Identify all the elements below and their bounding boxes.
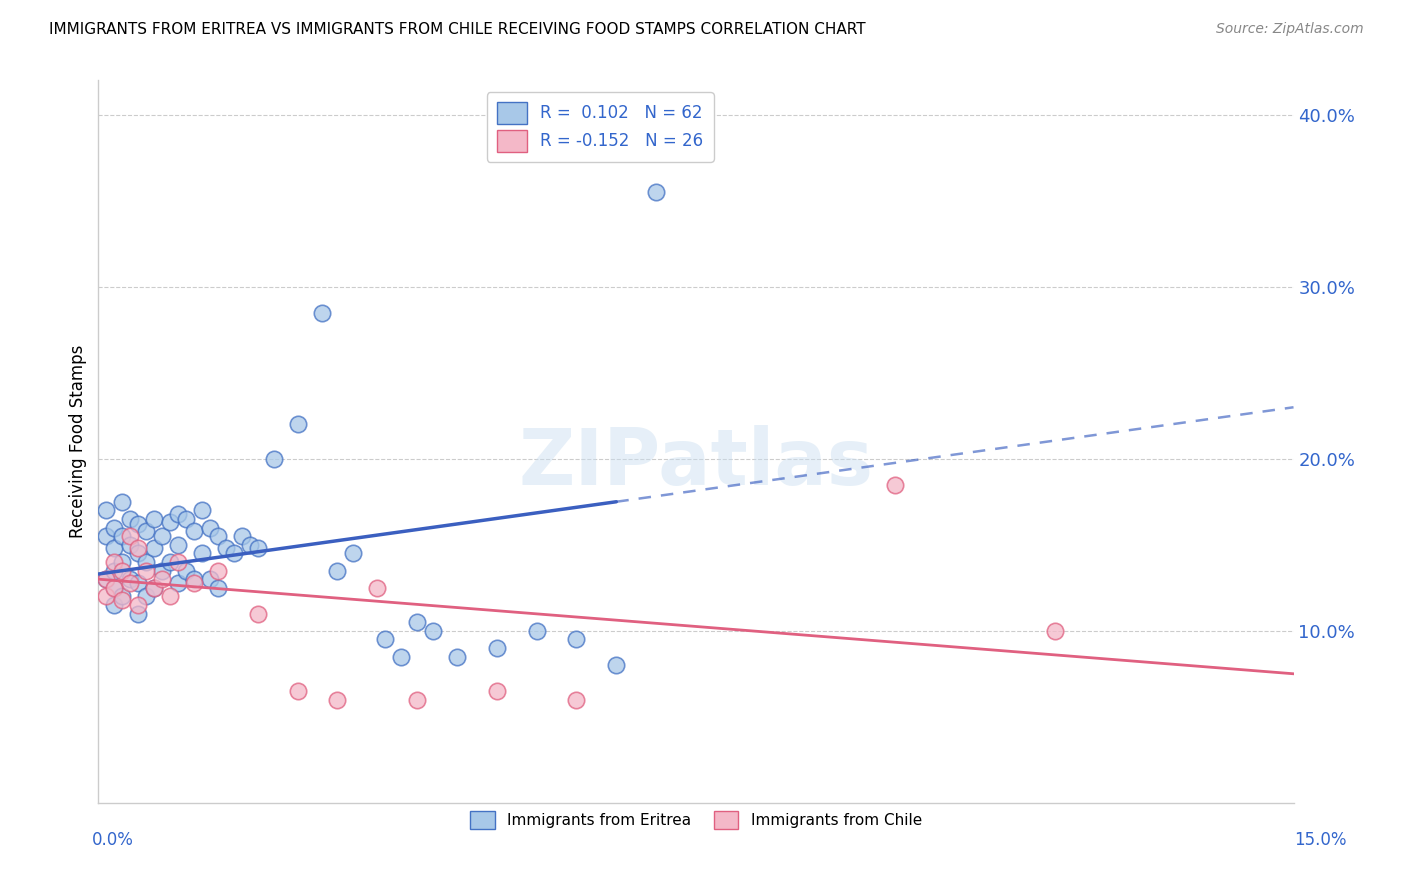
Point bbox=[135, 555, 157, 569]
Text: IMMIGRANTS FROM ERITREA VS IMMIGRANTS FROM CHILE RECEIVING FOOD STAMPS CORRELATI: IMMIGRANTS FROM ERITREA VS IMMIGRANTS FR… bbox=[49, 22, 866, 37]
Point bbox=[1043, 624, 1066, 638]
Text: 0.0%: 0.0% bbox=[91, 831, 134, 849]
Point bbox=[174, 564, 197, 578]
Point bbox=[96, 590, 118, 604]
Point bbox=[167, 507, 190, 521]
Point bbox=[127, 546, 149, 560]
Point bbox=[150, 572, 173, 586]
Point bbox=[143, 581, 166, 595]
Point bbox=[167, 538, 190, 552]
Point bbox=[135, 524, 157, 538]
Point bbox=[103, 555, 125, 569]
Legend: Immigrants from Eritrea, Immigrants from Chile: Immigrants from Eritrea, Immigrants from… bbox=[464, 805, 928, 835]
Point bbox=[135, 590, 157, 604]
Y-axis label: Receiving Food Stamps: Receiving Food Stamps bbox=[69, 345, 87, 538]
Point bbox=[207, 529, 229, 543]
Point bbox=[645, 185, 668, 199]
Point bbox=[446, 649, 468, 664]
Point bbox=[406, 615, 429, 630]
Point bbox=[366, 581, 388, 595]
Point bbox=[565, 632, 588, 647]
Point bbox=[183, 524, 205, 538]
Point bbox=[406, 692, 429, 706]
Point bbox=[120, 512, 142, 526]
Point bbox=[198, 572, 221, 586]
Point bbox=[111, 592, 134, 607]
Point bbox=[422, 624, 444, 638]
Point bbox=[389, 649, 412, 664]
Point bbox=[485, 640, 508, 655]
Point bbox=[246, 541, 269, 556]
Point bbox=[183, 575, 205, 590]
Point bbox=[287, 417, 309, 432]
Point bbox=[374, 632, 396, 647]
Point bbox=[222, 546, 245, 560]
Point bbox=[207, 581, 229, 595]
Point bbox=[605, 658, 627, 673]
Point bbox=[150, 529, 173, 543]
Point bbox=[111, 494, 134, 508]
Point bbox=[127, 598, 149, 612]
Point bbox=[215, 541, 238, 556]
Point bbox=[103, 564, 125, 578]
Point bbox=[884, 477, 907, 491]
Point bbox=[143, 541, 166, 556]
Point bbox=[167, 575, 190, 590]
Point bbox=[135, 564, 157, 578]
Text: 15.0%: 15.0% bbox=[1295, 831, 1347, 849]
Point bbox=[103, 541, 125, 556]
Point bbox=[96, 572, 118, 586]
Point bbox=[326, 692, 349, 706]
Point bbox=[96, 503, 118, 517]
Text: ZIPatlas: ZIPatlas bbox=[519, 425, 873, 501]
Point bbox=[159, 555, 181, 569]
Point bbox=[183, 572, 205, 586]
Point bbox=[159, 590, 181, 604]
Point bbox=[167, 555, 190, 569]
Point bbox=[198, 520, 221, 534]
Point bbox=[103, 520, 125, 534]
Point bbox=[150, 564, 173, 578]
Point bbox=[246, 607, 269, 621]
Point bbox=[207, 564, 229, 578]
Point bbox=[127, 607, 149, 621]
Point bbox=[526, 624, 548, 638]
Point bbox=[111, 564, 134, 578]
Point bbox=[127, 517, 149, 532]
Point bbox=[103, 581, 125, 595]
Point bbox=[231, 529, 253, 543]
Point bbox=[127, 541, 149, 556]
Point bbox=[103, 598, 125, 612]
Point bbox=[111, 555, 134, 569]
Point bbox=[159, 516, 181, 530]
Point bbox=[120, 572, 142, 586]
Point bbox=[342, 546, 364, 560]
Point bbox=[96, 529, 118, 543]
Point bbox=[143, 581, 166, 595]
Point bbox=[143, 512, 166, 526]
Point bbox=[239, 538, 262, 552]
Point bbox=[485, 684, 508, 698]
Point bbox=[565, 692, 588, 706]
Point bbox=[120, 538, 142, 552]
Text: Source: ZipAtlas.com: Source: ZipAtlas.com bbox=[1216, 22, 1364, 37]
Point bbox=[326, 564, 349, 578]
Point bbox=[111, 529, 134, 543]
Point bbox=[191, 546, 214, 560]
Point bbox=[263, 451, 285, 466]
Point bbox=[103, 581, 125, 595]
Point bbox=[96, 572, 118, 586]
Point bbox=[311, 305, 333, 319]
Point bbox=[287, 684, 309, 698]
Point bbox=[120, 575, 142, 590]
Point bbox=[174, 512, 197, 526]
Point bbox=[120, 529, 142, 543]
Point bbox=[111, 590, 134, 604]
Point bbox=[191, 503, 214, 517]
Point bbox=[127, 575, 149, 590]
